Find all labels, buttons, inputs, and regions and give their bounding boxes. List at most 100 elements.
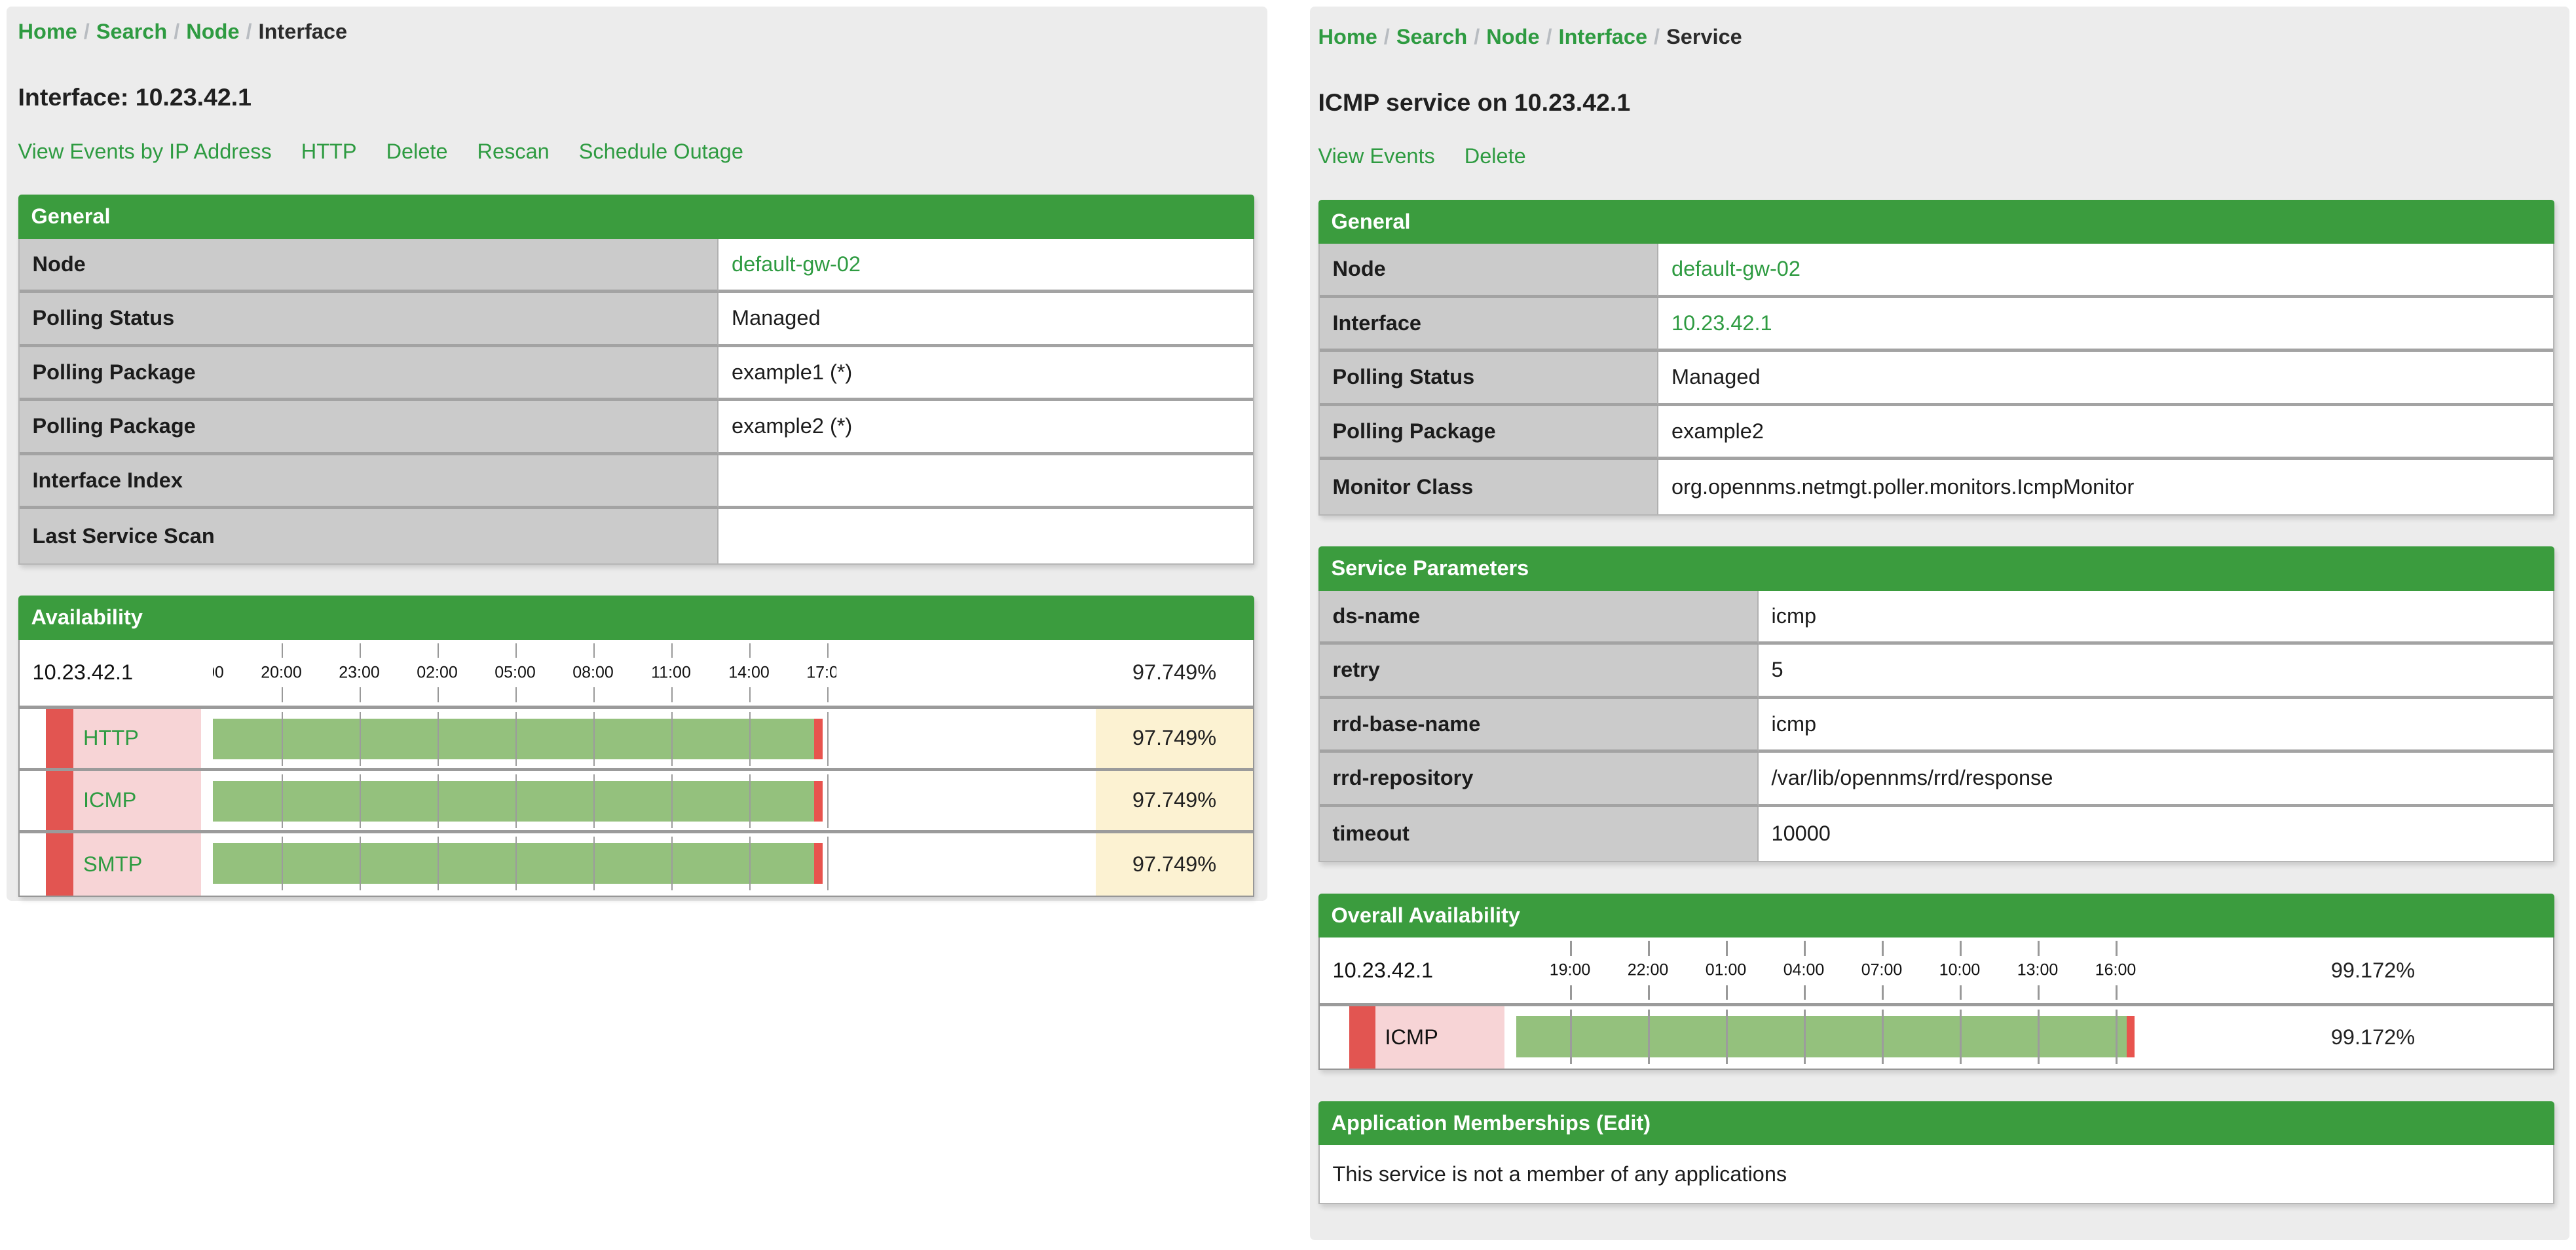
service-link-icmp[interactable]: ICMP [83,788,137,812]
table-row: Node default-gw-02 [19,238,1253,293]
axis-tick [671,687,673,702]
breadcrumb-home[interactable]: Home [18,20,77,43]
bar-gridline [1960,1010,1962,1064]
availability-bar [212,833,837,896]
row-value-last-service-scan [719,509,1253,563]
overall-availability-value: 97.749% [1132,660,1217,684]
axis-tick [1726,985,1728,1000]
axis-tick [1804,985,1806,1000]
table-row: Polling Status Managed [1319,352,2553,406]
axis-tick [359,687,361,702]
breadcrumb-separator: / [1383,24,1390,48]
action-link-http[interactable]: HTTP [301,139,357,163]
axis-tick [1648,985,1650,1000]
axis-tick-label: 22:00 [1627,960,1669,979]
table-row: rrd-repository/var/lib/opennms/rrd/respo… [1319,753,2553,807]
down-indicator [1349,1006,1375,1069]
axis-tick-label: 04:00 [1783,960,1825,979]
action-link-view-events-by-ip-address[interactable]: View Events by IP Address [18,139,272,163]
edit-applications-link[interactable]: (Edit) [1596,1110,1651,1135]
row-spacer [19,708,46,768]
bar-gridline [515,836,517,890]
uptime-bar [212,780,815,822]
breadcrumb-service: Service [1666,24,1742,48]
axis-tick-label: 02:00 [417,663,458,681]
axis-tick [515,643,517,658]
breadcrumb-interface[interactable]: Interface [1558,24,1648,48]
bar-gridline [281,836,283,890]
breadcrumb-search[interactable]: Search [1396,24,1468,48]
breadcrumb-separator: / [174,20,180,43]
application-memberships-box: Application Memberships (Edit) This serv… [1318,1101,2554,1204]
axis-tick [749,687,751,702]
row-value-retry: 5 [1758,645,2553,699]
breadcrumb-node[interactable]: Node [186,20,240,43]
bar-gridline [671,711,673,766]
axis-tick-label: 10:00 [1939,960,1981,979]
row-label-interface: Interface [1319,297,1658,352]
axis-tick [515,687,517,702]
bar-gridline [1726,1010,1728,1064]
action-link-delete[interactable]: Delete [386,139,448,163]
row-label-monitor-class: Monitor Class [1319,460,1658,514]
service-link-smtp[interactable]: SMTP [83,852,143,876]
value-link-default-gw-02[interactable]: default-gw-02 [1671,257,1801,281]
outage-marker [2126,1016,2135,1057]
axis-tick [1726,941,1728,956]
row-spacer [1319,1006,1349,1069]
action-link-rescan[interactable]: Rescan [477,139,550,163]
axis-tick [1804,941,1806,956]
action-link-schedule-outage[interactable]: Schedule Outage [578,139,743,163]
axis-cell: 19:00 22:00 01:00 04:00 07:00 10:00 13:00 16:00 [1504,938,2193,1003]
axis-tick [1960,941,1962,956]
overall-availability-box: Overall Availability 10.23.42.1 19:00 22:0… [1318,893,2554,1070]
general-table: Node default-gw-02 Interface 10.23.42.1 Poll… [1318,244,2554,516]
service-label-cell: ICMP [1375,1006,1504,1069]
breadcrumb-node[interactable]: Node [1486,24,1540,48]
value-link-10-23-42-1[interactable]: 10.23.42.1 [1671,311,1772,335]
axis-tick [1960,985,1962,1000]
axis-tick-label: 11:00 [651,663,691,681]
row-value-ds-name: icmp [1758,590,2553,645]
row-label-rrd-repository: rrd-repository [1319,753,1759,807]
service-link-http[interactable]: HTTP [83,726,139,749]
uptime-bar [212,718,815,759]
action-link-view-events[interactable]: View Events [1318,144,1435,168]
availability-bar-cell [1504,1006,2193,1069]
ip-address-label: 10.23.42.1 [32,660,134,684]
bar-gridline [437,774,439,828]
availability-bar-cell [201,708,1096,768]
action-link-delete[interactable]: Delete [1464,144,1526,168]
bar-gridline [827,774,829,828]
bar-gridline [515,711,517,766]
availability-table: 10.23.42.1 17:00 20:00 23:00 02:00 05:00 08:00… [18,639,1254,897]
service-parameters-box: Service Parameters ds-name icmp retry 5 rrd-… [1318,546,2554,862]
breadcrumb-home[interactable]: Home [1318,24,1377,48]
axis-tick [749,643,751,658]
bar-gridline [2038,1010,2040,1064]
bar-gridline [437,836,439,890]
axis-cell: 17:00 20:00 23:00 02:00 05:00 08:00 11:00 14:00… [201,639,1096,706]
row-label-polling-status: Polling Status [1319,352,1658,406]
bar-gridline [749,774,751,828]
overall-availability-table: 10.23.42.1 19:00 22:00 01:00 04:00 07:00 10:00… [1318,938,2554,1070]
table-row: Last Service Scan [19,509,1253,563]
outage-marker [814,843,823,884]
time-axis: 17:00 20:00 23:00 02:00 05:00 08:00 11:00 14:00… [213,640,836,706]
down-indicator [45,770,73,830]
table-row: timeout 10000 [1319,806,2553,861]
axis-tick [437,643,439,658]
row-label-node: Node [19,238,719,293]
uptime-bar [1516,1016,2127,1057]
row-label-polling-package: Polling Package [1319,406,1658,460]
page-title: ICMP service on 10.23.42.1 [1318,88,1631,116]
value-link-default-gw-02[interactable]: default-gw-02 [732,252,861,276]
application-memberships-title: Application Memberships [1331,1110,1590,1135]
bar-gridline [515,774,517,828]
axis-tick-label: 23:00 [339,663,380,681]
breadcrumb-search[interactable]: Search [96,20,168,43]
row-value-polling-status: Managed [1658,352,2553,406]
general-box-header: General [1318,199,2554,244]
table-row: Polling Package example1 (*) [19,347,1253,401]
table-row: Interface Index [19,455,1253,509]
